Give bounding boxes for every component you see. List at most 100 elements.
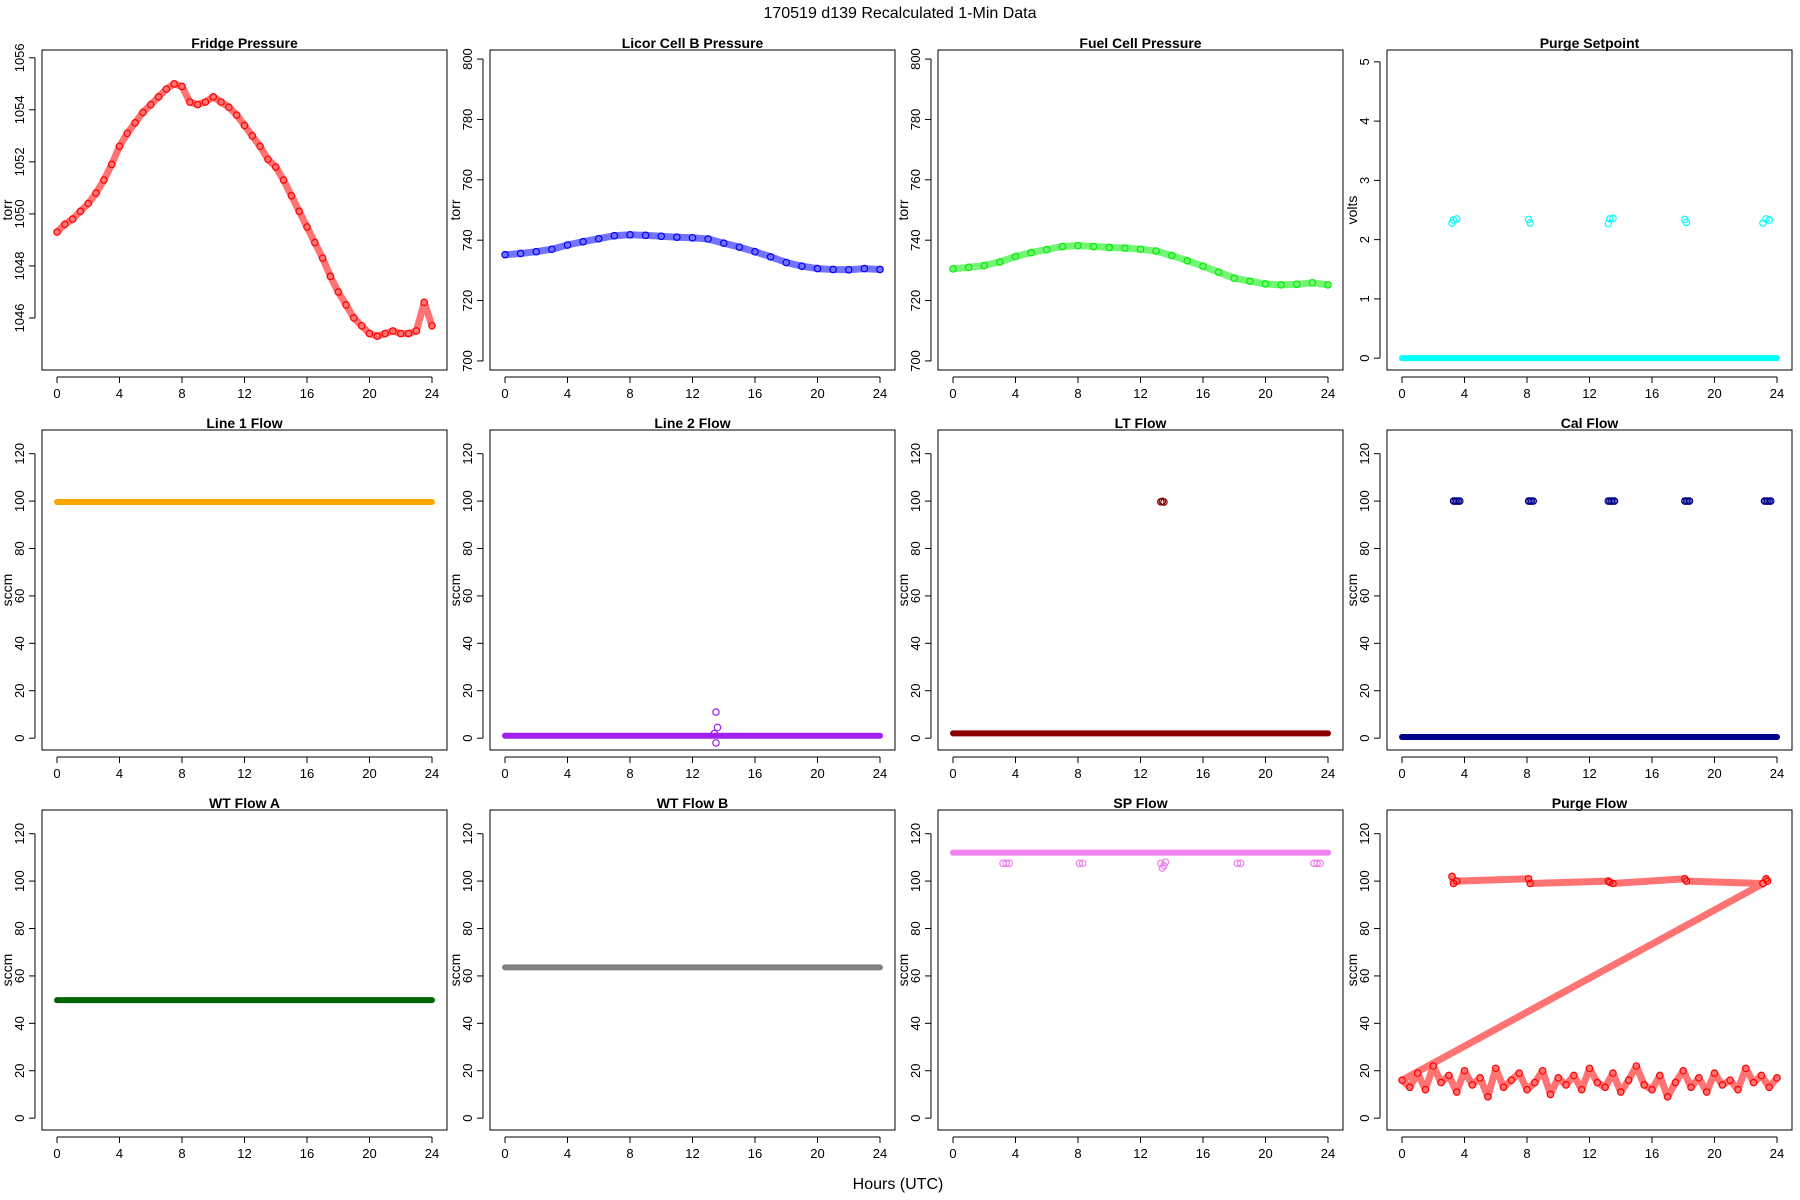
y-tick-label: 60: [460, 589, 475, 603]
x-tick-label: 24: [1321, 386, 1335, 401]
y-tick-label: 1046: [12, 304, 27, 333]
x-tick-label: 4: [116, 386, 123, 401]
plot-frame: [937, 49, 1344, 371]
panel-title: WT Flow B: [657, 795, 729, 811]
y-tick-label: 1056: [12, 43, 27, 72]
chart-panel: WT Flow B sccm 0 4 8 12 16 20 24 0 20 40 60 80 100 120: [447, 795, 896, 1161]
x-tick-label: 16: [300, 766, 314, 781]
y-tick-label: 1052: [12, 147, 27, 176]
x-tick-label: 20: [810, 1146, 824, 1161]
y-tick-label: 60: [1357, 969, 1372, 983]
y-tick-label: 3: [1357, 177, 1372, 184]
x-tick-label: 4: [1461, 386, 1468, 401]
x-tick-label: 16: [1196, 766, 1210, 781]
y-tick-label: 80: [908, 921, 923, 935]
x-tick-label: 20: [1258, 766, 1272, 781]
data-point: [713, 723, 722, 732]
x-tick-label: 24: [1770, 386, 1784, 401]
x-tick-label: 12: [1133, 766, 1147, 781]
chart-panel: Fuel Cell Pressure torr 0 4 8 12 16 20 24 700 720 7…: [895, 35, 1344, 401]
x-tick-label: 0: [949, 386, 956, 401]
x-tick-label: 20: [1707, 766, 1721, 781]
x-tick-label: 8: [626, 1146, 633, 1161]
x-tick-label: 24: [1770, 766, 1784, 781]
data-point: [1078, 859, 1087, 868]
y-axis-label: torr: [0, 199, 15, 220]
y-tick-label: 120: [908, 823, 923, 845]
x-tick-label: 0: [949, 1146, 956, 1161]
panel-title: Line 1 Flow: [206, 415, 282, 431]
x-tick-label: 20: [810, 386, 824, 401]
y-tick-label: 80: [460, 541, 475, 555]
data-point: [1604, 219, 1613, 228]
data-point: [1682, 218, 1691, 227]
y-tick-label: 760: [908, 169, 923, 191]
y-tick-label: 80: [460, 921, 475, 935]
x-tick-label: 8: [1523, 766, 1530, 781]
x-tick-label: 8: [178, 766, 185, 781]
data-point: [1685, 497, 1694, 505]
data-series-trace: [1398, 872, 1781, 1101]
x-tick-label: 8: [178, 386, 185, 401]
y-tick-label: 40: [1357, 636, 1372, 650]
x-tick-label: 12: [1582, 1146, 1596, 1161]
x-tick-label: 16: [748, 1146, 762, 1161]
data-point: [1005, 859, 1014, 868]
y-tick-label: 760: [460, 169, 475, 191]
x-tick-label: 0: [1398, 766, 1405, 781]
x-tick-label: 24: [425, 1146, 439, 1161]
y-tick-label: 0: [908, 735, 923, 742]
x-tick-label: 0: [1398, 386, 1405, 401]
y-tick-label: 100: [1357, 490, 1372, 512]
x-tick-label: 0: [501, 386, 508, 401]
y-axis-label: sccm: [1344, 954, 1360, 987]
y-tick-label: 60: [908, 969, 923, 983]
y-tick-label: 740: [460, 229, 475, 251]
x-tick-label: 24: [425, 386, 439, 401]
data-point: [1236, 859, 1245, 868]
y-tick-label: 80: [1357, 921, 1372, 935]
y-tick-label: 120: [908, 443, 923, 465]
data-point: [1766, 497, 1775, 505]
y-tick-label: 100: [1357, 870, 1372, 892]
x-tick-label: 12: [237, 766, 251, 781]
x-tick-label: 4: [116, 766, 123, 781]
y-tick-label: 700: [908, 350, 923, 372]
panel-title: Purge Flow: [1552, 795, 1628, 811]
y-tick-label: 80: [12, 541, 27, 555]
chart-panel: Purge Flow sccm 0 4 8 12 16 20 24 0 20 40 60 80 100 120: [1344, 795, 1793, 1161]
panel-title: Cal Flow: [1561, 415, 1619, 431]
y-tick-label: 0: [908, 1115, 923, 1122]
x-tick-label: 16: [300, 1146, 314, 1161]
x-tick-label: 16: [1196, 386, 1210, 401]
x-tick-label: 16: [1645, 1146, 1659, 1161]
y-tick-label: 120: [460, 443, 475, 465]
y-tick-label: 720: [460, 290, 475, 312]
data-series-trace: [501, 231, 884, 274]
chart-panel: Cal Flow sccm 0 4 8 12 16 20 24 0 20 40 60 80 100 120: [1344, 415, 1793, 781]
chart-panel: Licor Cell B Pressure torr 0 4 8 12 16 20 24 700 7…: [447, 35, 896, 401]
x-tick-label: 4: [1012, 766, 1019, 781]
y-tick-label: 120: [12, 443, 27, 465]
x-tick-label: 16: [300, 386, 314, 401]
y-tick-label: 40: [460, 636, 475, 650]
chart-panel: SP Flow sccm 0 4 8 12 16 20 24 0 20 40 60 80 100 120: [895, 795, 1344, 1161]
y-tick-label: 20: [12, 684, 27, 698]
data-point: [712, 708, 720, 716]
x-tick-label: 0: [501, 766, 508, 781]
y-tick-label: 100: [908, 870, 923, 892]
chart-panel: Line 1 Flow sccm 0 4 8 12 16 20 24 0 20 40 60 80 100 12…: [0, 415, 448, 781]
y-tick-label: 800: [908, 48, 923, 70]
data-point: [1610, 497, 1619, 505]
y-tick-label: 5: [1357, 58, 1372, 65]
y-tick-label: 60: [908, 589, 923, 603]
x-tick-label: 12: [685, 766, 699, 781]
data-series-trace: [53, 80, 436, 340]
x-tick-label: 4: [1461, 766, 1468, 781]
x-tick-label: 12: [1582, 766, 1596, 781]
panel-title: SP Flow: [1113, 795, 1167, 811]
panel-title: Licor Cell B Pressure: [622, 35, 764, 51]
data-point: [1609, 214, 1617, 223]
y-tick-label: 0: [12, 735, 27, 742]
